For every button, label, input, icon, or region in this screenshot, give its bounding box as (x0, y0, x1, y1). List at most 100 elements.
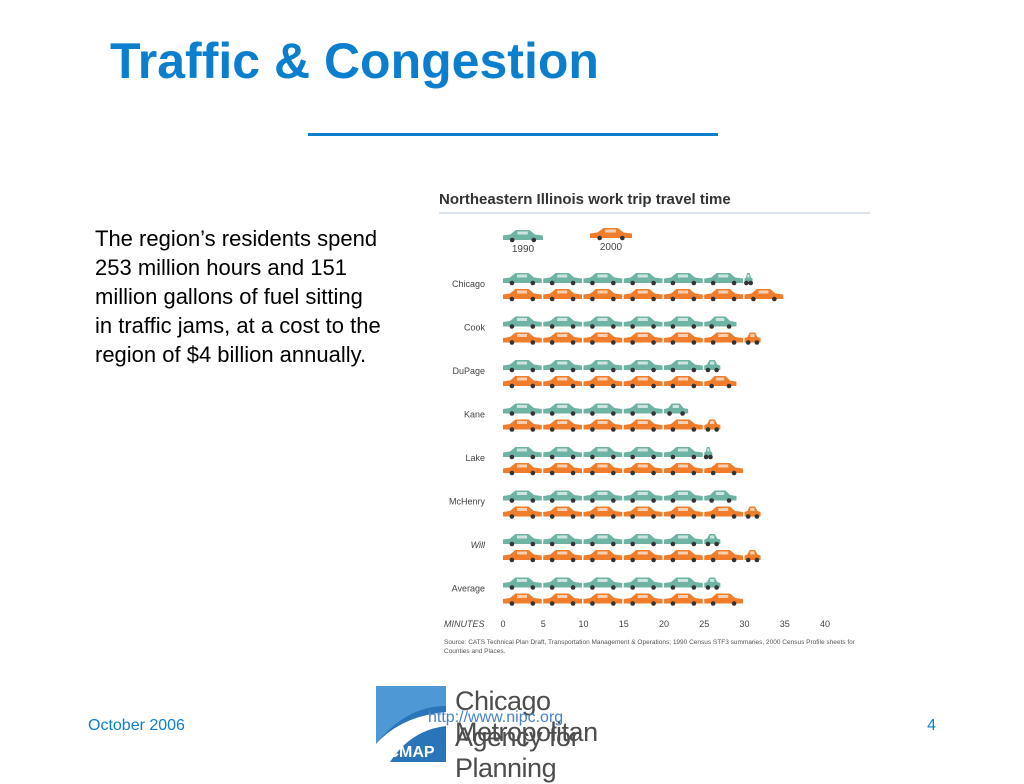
bar-car-icon (543, 360, 582, 373)
bars-group (503, 273, 784, 606)
x-tick-label: 0 (500, 619, 505, 629)
bar-car-icon (744, 506, 761, 519)
bar-car-icon (623, 419, 663, 432)
bar-car-icon (623, 289, 663, 302)
category-label: McHenry (449, 497, 486, 507)
bar-car-icon (623, 332, 663, 345)
bar-car-icon (543, 490, 582, 503)
bar-car-icon (703, 447, 713, 460)
bar-1990-lake (503, 447, 713, 460)
bar-car-icon (623, 490, 663, 503)
bar-car-icon (664, 289, 703, 302)
cmap-logo-mark: CMAP (376, 686, 446, 762)
x-tick-label: 5 (541, 619, 546, 629)
bar-car-icon (664, 332, 703, 345)
bar-car-icon (583, 403, 623, 416)
bar-car-icon (583, 534, 623, 547)
bar-car-icon (503, 550, 542, 563)
bar-1990-kane (503, 403, 689, 416)
bar-car-icon (503, 534, 542, 547)
category-label: Chicago (452, 279, 485, 289)
bar-car-icon (503, 360, 542, 373)
bar-car-icon (543, 447, 582, 460)
bar-car-icon (583, 550, 623, 563)
bar-car-icon (543, 376, 582, 389)
bar-car-icon (704, 534, 721, 547)
page-number: 4 (927, 717, 936, 734)
bar-1990-chicago (503, 273, 753, 286)
bar-car-icon (704, 593, 743, 606)
bar-car-icon (744, 289, 784, 302)
bar-car-icon (503, 490, 542, 503)
bar-car-icon (704, 332, 743, 345)
bar-car-icon (704, 577, 721, 590)
bar-car-icon (543, 550, 582, 563)
bar-car-icon (543, 289, 582, 302)
bar-car-icon (503, 289, 542, 302)
cmap-logo-mark-text: CMAP (387, 744, 434, 761)
bar-car-icon (583, 490, 623, 503)
slide-title: Traffic & Congestion (110, 33, 599, 89)
bar-car-icon (543, 506, 582, 519)
bar-car-icon (503, 316, 542, 329)
bar-car-icon (623, 360, 663, 373)
bar-car-icon (503, 463, 542, 476)
bar-1990-average (503, 577, 721, 590)
x-tick-label: 10 (578, 619, 588, 629)
bar-car-icon (583, 273, 623, 286)
category-label: Cook (464, 323, 486, 333)
bar-2000-lake (503, 463, 743, 476)
bar-car-icon (543, 419, 582, 432)
bar-car-icon (543, 577, 582, 590)
bar-car-icon (583, 577, 623, 590)
bar-car-icon (583, 447, 623, 460)
legend-car-2000-icon (590, 228, 632, 241)
bar-1990-cook (503, 316, 737, 329)
bar-car-icon (664, 490, 703, 503)
legend-label-2000: 2000 (600, 242, 623, 253)
bar-car-icon (704, 376, 737, 389)
bar-car-icon (583, 463, 623, 476)
bar-car-icon (744, 332, 761, 345)
bar-car-icon (623, 593, 663, 606)
bar-car-icon (664, 316, 703, 329)
bar-car-icon (623, 403, 663, 416)
bar-car-icon (583, 419, 623, 432)
bar-car-icon (704, 289, 743, 302)
legend-car-1990-icon (503, 230, 543, 243)
bar-car-icon (704, 316, 737, 329)
bar-car-icon (664, 506, 703, 519)
bar-car-icon (543, 316, 582, 329)
legend-car-1990 (503, 230, 543, 243)
category-label: Will (471, 540, 486, 550)
chart-title: Northeastern Illinois work trip travel t… (439, 191, 731, 208)
chart-source: Source: CATS Technical Plan Draft, Trans… (444, 639, 855, 655)
x-tick-label: 40 (820, 619, 830, 629)
bar-car-icon (744, 550, 761, 563)
category-labels: Chicago Cook DuPage Kane Lake McHenry Will Aver… (449, 279, 486, 594)
bar-car-icon (543, 463, 582, 476)
x-tick-label: 20 (659, 619, 669, 629)
bar-car-icon (623, 376, 663, 389)
bar-car-icon (623, 273, 663, 286)
bar-car-icon (543, 403, 582, 416)
bar-car-icon (503, 593, 542, 606)
bar-1990-mchenry (503, 490, 737, 503)
x-tick-label: 30 (739, 619, 749, 629)
body-text: The region’s residents spend 253 million… (95, 226, 381, 367)
bar-car-icon (543, 332, 582, 345)
bar-car-icon (664, 360, 703, 373)
bar-car-icon (543, 273, 582, 286)
bar-1990-will (503, 534, 721, 547)
bar-2000-chicago (503, 289, 784, 302)
bar-car-icon (664, 447, 703, 460)
bar-car-icon (704, 360, 721, 373)
x-tick-label: 35 (780, 619, 790, 629)
legend: 1990 2000 (503, 228, 632, 255)
footer-url-link[interactable]: http://www.nipc.org (428, 709, 564, 726)
bar-car-icon (503, 577, 542, 590)
footer-date: October 2006 (88, 717, 185, 734)
bar-1990-dupage (503, 360, 721, 373)
bar-car-icon (583, 316, 623, 329)
x-axis-label: MINUTES (444, 619, 485, 629)
